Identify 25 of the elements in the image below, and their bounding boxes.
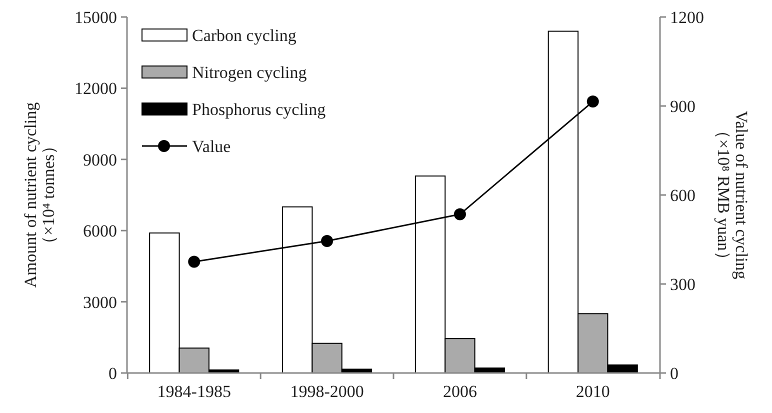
y2-tick-label: 600 <box>670 186 696 205</box>
point <box>454 208 466 220</box>
y-tick-label: 12000 <box>74 79 117 98</box>
y2-tick-label: 900 <box>670 96 696 116</box>
y-tick-label: 15000 <box>74 8 117 27</box>
y-tick-label: 0 <box>108 364 117 383</box>
x-tick-label: 1984-1985 <box>157 382 231 401</box>
y-tick-label: 3000 <box>83 292 117 312</box>
point <box>188 256 200 268</box>
x-tick-label: 2010 <box>576 382 610 401</box>
y2-axis-title: Value of nutrient cycling （×10⁸ RMB yuan） <box>714 110 751 280</box>
y-axis-title: Amount of nutrient cycling （×10⁴ tonnes） <box>21 102 58 288</box>
legend-label: Value <box>192 136 231 156</box>
point <box>321 234 334 247</box>
y2-tick-label: 0 <box>670 364 678 383</box>
point <box>586 96 599 108</box>
x-tick-label: 1998-2000 <box>290 382 364 401</box>
y-tick-label: 6000 <box>83 222 117 241</box>
y2-tick-label: 300 <box>670 274 696 294</box>
y2-tick-label: 1200 <box>670 8 704 27</box>
legend-label: Nitrogen cycling <box>192 62 308 82</box>
legend-label: Carbon cycling <box>192 26 297 45</box>
y-tick-label: 9000 <box>83 150 117 170</box>
legend-label: Phosphorus cycling <box>192 100 326 119</box>
x-tick-label: 2006 <box>442 382 477 401</box>
